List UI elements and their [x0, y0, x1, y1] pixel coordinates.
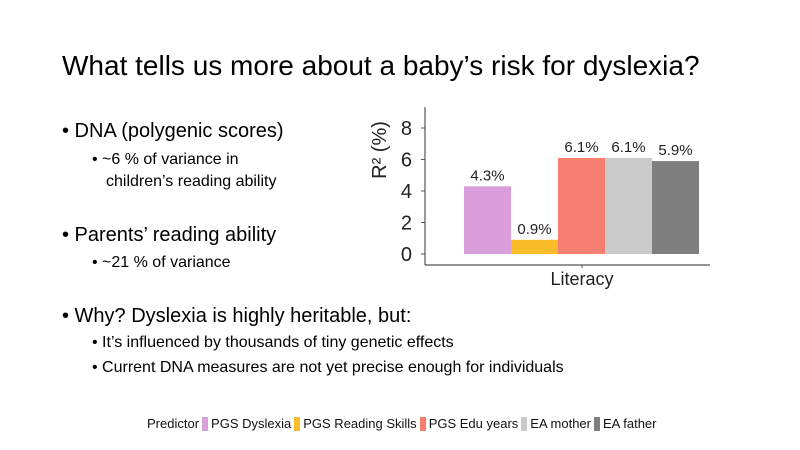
y-tick-label: 8	[401, 118, 412, 140]
sub-bullet: • ~6 % of variance in	[92, 151, 239, 168]
bar-value-label: 5.9%	[658, 142, 692, 159]
bar-value-label: 6.1%	[611, 139, 645, 156]
bar-value-label: 6.1%	[564, 139, 598, 156]
slide-title: What tells us more about a baby’s risk f…	[62, 50, 700, 81]
bar-value-label: 4.3%	[470, 167, 504, 184]
legend-item-label: PGS Dyslexia	[211, 416, 292, 431]
legend-swatch	[594, 416, 600, 431]
bullet-why: • Why? Dyslexia is highly heritable, but…	[62, 305, 412, 327]
legend-item-label: EA father	[603, 416, 657, 431]
legend-title: Predictor	[147, 416, 200, 431]
bullet-parents: • Parents’ reading ability	[62, 224, 277, 246]
bar-ea-father	[652, 161, 699, 254]
legend-swatch	[419, 416, 426, 431]
y-tick-label: 0	[401, 244, 412, 266]
bullet-dna: • DNA (polygenic scores)	[62, 120, 284, 142]
legend-item-label: EA mother	[530, 416, 591, 431]
bar-value-label: 0.9%	[517, 221, 551, 238]
sub-bullet: • ~21 % of variance	[92, 254, 231, 271]
legend-swatch	[202, 416, 209, 431]
y-axis-label: R² (%)	[369, 121, 391, 179]
sub-bullet: • It’s influenced by thousands of tiny g…	[92, 334, 454, 351]
y-tick-label: 6	[401, 150, 412, 172]
legend: Predictor PGS Dyslexia PGS Reading Skills…	[147, 416, 656, 431]
bar-pgs-edu-years	[558, 157, 605, 254]
bar-ea-mother	[605, 157, 652, 254]
sub-bullet: • Current DNA measures are not yet preci…	[92, 359, 564, 376]
legend-swatch	[521, 416, 528, 431]
legend-swatch	[294, 416, 301, 431]
x-axis-label: Literacy	[550, 269, 613, 289]
legend-item-label: PGS Reading Skills	[303, 416, 417, 431]
y-tick-label: 2	[401, 213, 412, 235]
sub-bullet: children’s reading ability	[106, 173, 277, 190]
bar-pgs-reading-skills	[511, 239, 558, 254]
bar-pgs-dyslexia	[464, 186, 511, 254]
legend-item-label: PGS Edu years	[428, 416, 519, 431]
y-tick-label: 4	[401, 181, 412, 203]
